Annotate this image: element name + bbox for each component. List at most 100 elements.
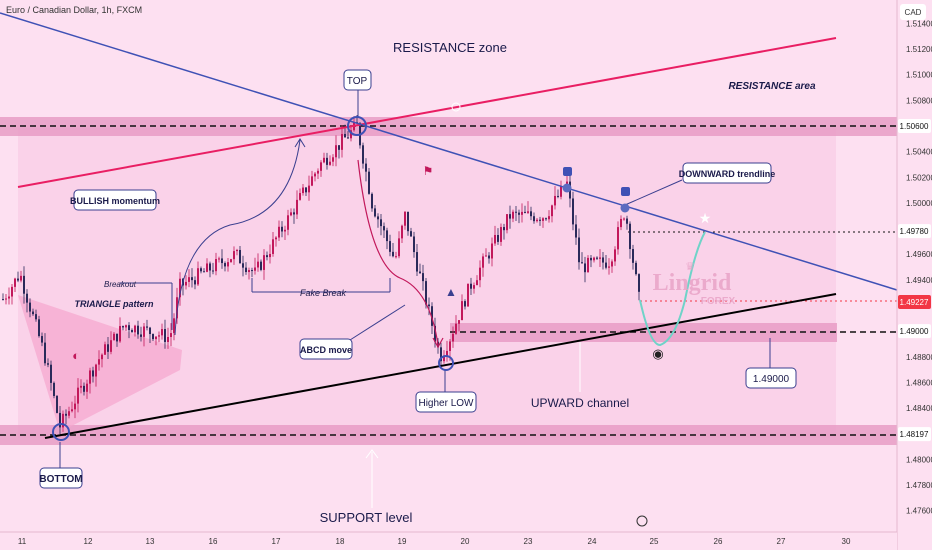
level-callout-label: 1.49000 <box>753 374 790 385</box>
down-arrow-marker-1 <box>563 167 572 176</box>
candle-body <box>593 257 595 261</box>
support-level-label: SUPPORT level <box>320 510 413 525</box>
star-icon: ★ <box>699 210 712 226</box>
candle-body <box>101 354 103 360</box>
candle-body <box>38 319 40 337</box>
candle-body <box>2 299 4 301</box>
price-badge-label: 1.49227 <box>900 298 929 307</box>
higher-low-label: Higher LOW <box>418 398 474 409</box>
time-tick-label: 20 <box>461 537 470 546</box>
candle-body <box>545 218 547 220</box>
candle-body <box>614 249 616 262</box>
candle-body <box>47 363 49 365</box>
candle-body <box>218 258 220 260</box>
candle-body <box>176 297 178 319</box>
lightning-icon[interactable] <box>636 515 648 527</box>
candle-body <box>629 223 631 250</box>
candle-body <box>407 211 409 232</box>
level-callout-box <box>745 367 797 389</box>
candle-body <box>392 251 394 257</box>
triangle-pattern-label: TRIANGLE pattern <box>74 299 154 309</box>
candle-body <box>107 344 109 352</box>
candle-body <box>497 234 499 242</box>
time-axis-ticks: 11 12 13 16 17 18 19 20 23 24 25 26 27 30 <box>18 537 851 546</box>
candle-body <box>302 187 304 194</box>
candle-body <box>332 157 334 162</box>
candle-body <box>233 251 235 260</box>
candle-body <box>587 257 589 273</box>
price-tick-label: 1.50200 <box>906 173 932 182</box>
time-tick-label: 17 <box>272 537 281 546</box>
candle-body <box>431 306 433 326</box>
candle-body <box>416 252 418 272</box>
candle-body <box>575 224 577 238</box>
price-badge-label: 1.48197 <box>900 430 929 439</box>
candle-body <box>449 341 451 351</box>
candle-body <box>152 334 154 340</box>
candle-body <box>542 218 544 221</box>
candle-body <box>167 337 169 342</box>
candle-body <box>26 293 28 303</box>
candle-body <box>584 263 586 273</box>
downward-trendline <box>0 12 898 291</box>
candle-body <box>518 212 520 215</box>
candle-body <box>290 212 292 216</box>
candle-body <box>560 186 562 197</box>
candle-body <box>578 237 580 263</box>
higher-low-box <box>415 391 477 413</box>
candle-body <box>626 218 628 224</box>
candle-body <box>464 301 466 307</box>
candle-body <box>179 278 181 298</box>
candle-body <box>452 333 454 342</box>
time-tick-label: 16 <box>209 537 218 546</box>
candle-body <box>278 226 280 238</box>
candle-body <box>548 216 550 220</box>
candle-body <box>419 271 421 274</box>
candle-body <box>314 173 316 177</box>
resistance-zone-label: RESISTANCE zone <box>393 40 507 55</box>
candle-body <box>539 219 541 221</box>
chart-title: Euro / Canadian Dollar, 1h, FXCM <box>6 5 142 15</box>
candle-body <box>527 211 529 213</box>
candle-body <box>323 157 325 163</box>
candle-body <box>632 249 634 263</box>
bottom-box <box>39 467 83 489</box>
candle-body <box>461 301 463 321</box>
candle-body <box>509 214 511 219</box>
abcd-move-curve <box>357 159 439 346</box>
price-tick-label: 1.48400 <box>906 404 932 413</box>
candle-body <box>149 327 151 335</box>
abcd-arrowhead <box>432 337 444 349</box>
candle-body <box>446 350 448 356</box>
candle-body <box>389 241 391 252</box>
candle-body <box>32 311 34 315</box>
candle-body <box>335 145 337 158</box>
brand-watermark-sub: FOREX <box>701 296 736 307</box>
candle-body <box>260 261 262 270</box>
candle-body <box>230 259 232 263</box>
candle-body <box>77 387 79 404</box>
candle-body <box>467 283 469 307</box>
candle-body <box>491 243 493 259</box>
price-axis[interactable] <box>897 0 932 550</box>
candle-body <box>23 275 25 294</box>
candle-body <box>20 275 22 281</box>
bullish-momentum-box <box>73 189 157 211</box>
time-axis[interactable] <box>0 532 897 550</box>
candle-body <box>341 133 343 150</box>
breakout-label: Breakout <box>104 280 137 289</box>
downward-trendline-label: DOWNWARD trendline <box>679 169 776 179</box>
candle-body <box>611 261 613 267</box>
time-tick-label: 23 <box>524 537 533 546</box>
candle-body <box>155 336 157 340</box>
candle-body <box>185 281 187 286</box>
time-tick-label: 24 <box>588 537 597 546</box>
candle-body <box>395 256 397 258</box>
candle-body <box>17 278 19 281</box>
eye-icon: ◉ <box>652 346 663 361</box>
candle-body <box>245 267 247 273</box>
candle-body <box>281 226 283 232</box>
candle-body <box>104 344 106 355</box>
